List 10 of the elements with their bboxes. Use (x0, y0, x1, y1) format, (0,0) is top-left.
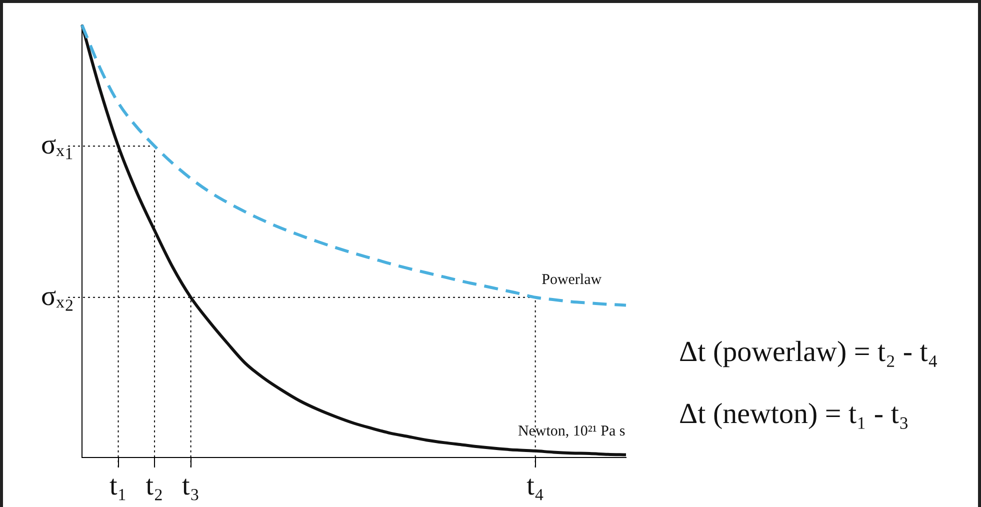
x-tick-label: t₃ (182, 470, 200, 502)
x-tick-label: t₄ (526, 470, 544, 502)
text: Δt (newton) = t₁ - t₃ (679, 397, 910, 432)
series-label: Newton, 10²¹ Pa s (518, 424, 626, 440)
ref-line-label: σₓ₂ (41, 280, 74, 312)
ref-line-label: σₓ₁ (41, 129, 74, 160)
text: Δt (powerlaw) = t₂ - t₄ (679, 335, 938, 370)
series-label: Powerlaw (542, 272, 602, 288)
x-tick-label: t₁ (109, 470, 128, 502)
x-tick-label: t₂ (146, 470, 164, 502)
